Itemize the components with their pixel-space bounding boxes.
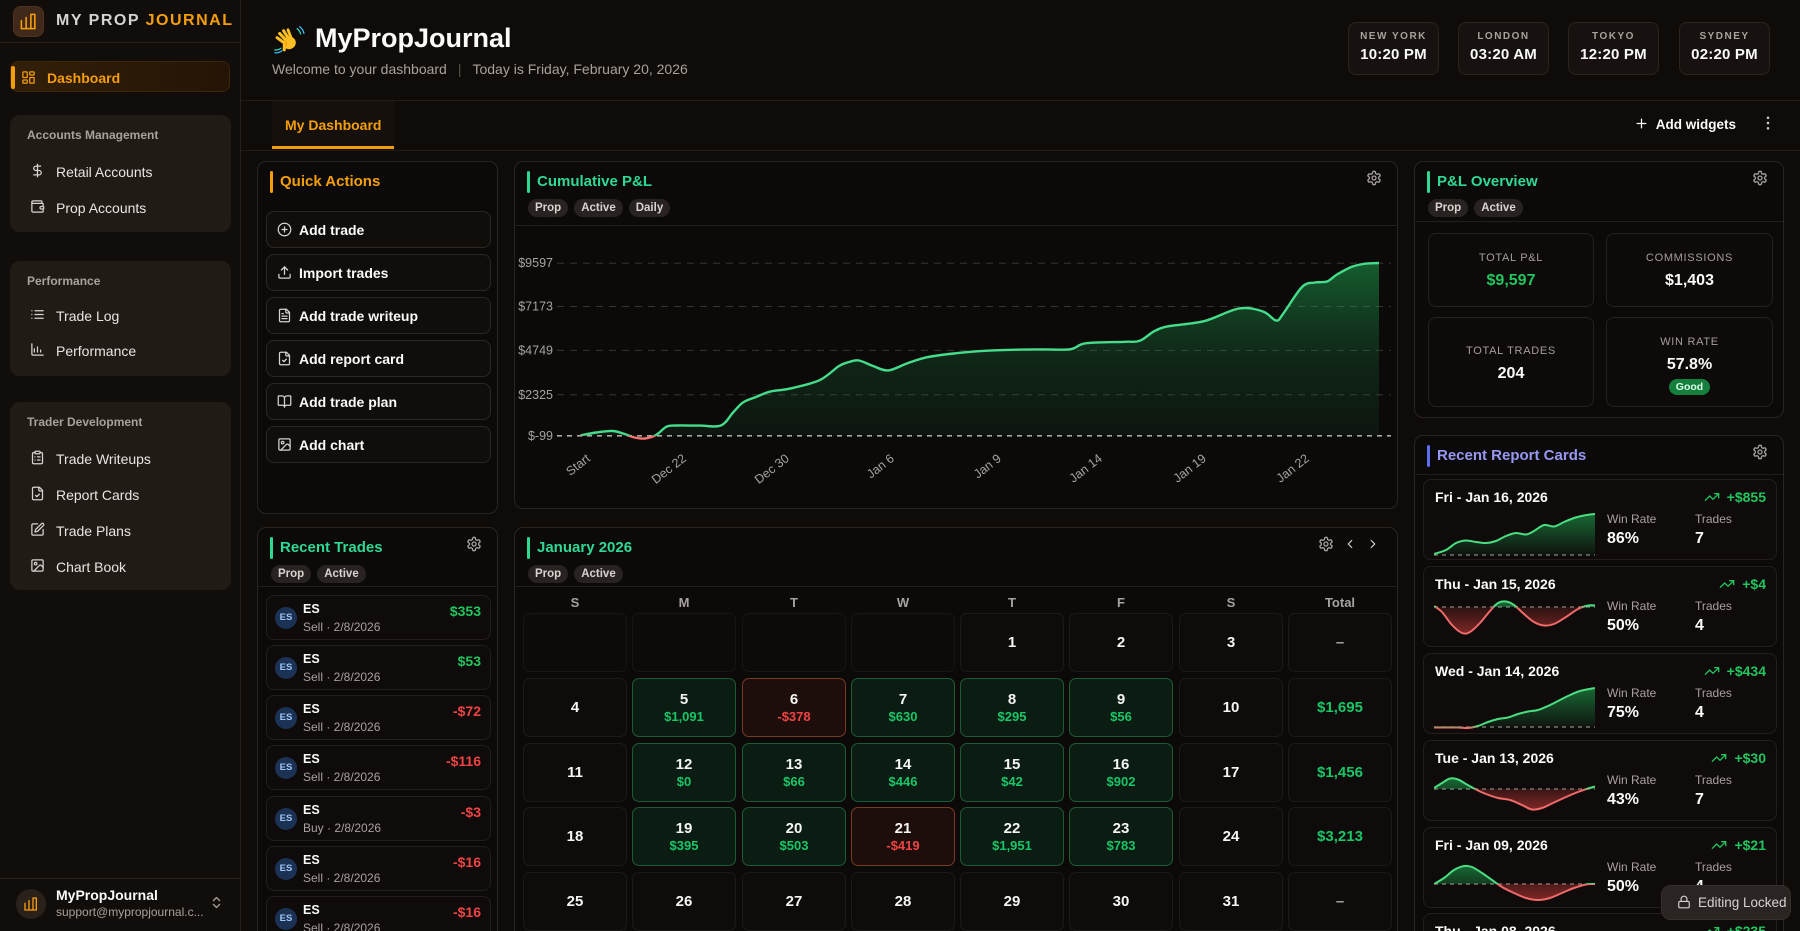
svg-text:Dec 30: Dec 30: [752, 451, 792, 486]
svg-text:Jan 9: Jan 9: [971, 451, 1004, 481]
svg-text:Start: Start: [563, 451, 593, 479]
svg-text:$-99: $-99: [528, 429, 553, 443]
svg-text:$4749: $4749: [518, 343, 553, 357]
svg-text:Jan 19: Jan 19: [1171, 451, 1209, 485]
svg-text:Dec 22: Dec 22: [649, 451, 689, 486]
svg-text:Jan 22: Jan 22: [1274, 451, 1312, 485]
svg-text:$2325: $2325: [518, 388, 553, 402]
svg-text:$9597: $9597: [518, 256, 553, 270]
svg-text:Jan 6: Jan 6: [864, 451, 897, 481]
svg-text:$7173: $7173: [518, 300, 553, 314]
svg-text:Jan 14: Jan 14: [1067, 451, 1105, 485]
